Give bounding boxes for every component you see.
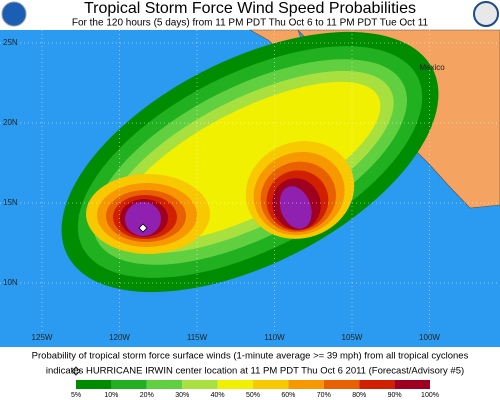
longitude-label: 125W — [32, 333, 53, 342]
legend-swatch — [359, 380, 395, 389]
latitude-label: 10N — [3, 278, 18, 287]
legend-swatch — [323, 380, 360, 389]
footer-note: indicates HURRICANE IRWIN center locatio… — [46, 366, 464, 377]
probability-level — [125, 202, 161, 236]
footer-description: Probability of tropical storm force surf… — [32, 351, 469, 362]
note-marker — [71, 366, 81, 376]
legend-label: 20% — [140, 392, 154, 399]
legend-swatch — [394, 380, 430, 389]
legend-swatch — [253, 380, 289, 389]
subtitle: For the 120 hours (5 days) from 11 PM PD… — [72, 18, 429, 29]
place-label: Mexico — [419, 63, 445, 72]
longitude-label: 115W — [187, 333, 208, 342]
noaa-logo — [1, 1, 27, 27]
legend-swatch — [111, 380, 147, 389]
longitude-label: 120W — [109, 333, 130, 342]
legend-label: 30% — [175, 392, 189, 399]
legend-label: 60% — [281, 392, 295, 399]
latitude-label: 25N — [3, 38, 18, 47]
storm-center-marker — [138, 223, 148, 233]
probability-swath — [61, 31, 439, 293]
latitude-label: 20N — [3, 118, 18, 127]
legend-label: 50% — [246, 392, 260, 399]
nws-logo — [473, 1, 499, 27]
probability-level — [279, 186, 312, 229]
title: Tropical Storm Force Wind Speed Probabil… — [84, 0, 416, 17]
longitude-label: 100W — [419, 333, 440, 342]
longitude-label: 110W — [264, 333, 285, 342]
legend-swatch — [76, 380, 112, 389]
legend-label: 5% — [71, 392, 81, 399]
legend-swatch — [217, 380, 253, 389]
longitude-label: 105W — [342, 333, 363, 342]
legend-swatch — [182, 380, 218, 389]
legend-label: 70% — [317, 392, 331, 399]
legend-label: 40% — [211, 392, 225, 399]
graticule: 25N 20N 15N 10N 125W 120W 115W 110W 105W 100W — [0, 30, 500, 342]
legend-swatch — [146, 380, 183, 389]
legend-label: 80% — [352, 392, 366, 399]
latitude-label: 15N — [3, 198, 18, 207]
legend-label: 90% — [388, 392, 402, 399]
legend: 5% 10% 20% 30% 40% 50% 60% 70% 80% 90% 100% — [71, 380, 439, 399]
legend-label: 100% — [421, 392, 439, 399]
legend-swatch — [288, 380, 324, 389]
legend-label: 10% — [104, 392, 118, 399]
